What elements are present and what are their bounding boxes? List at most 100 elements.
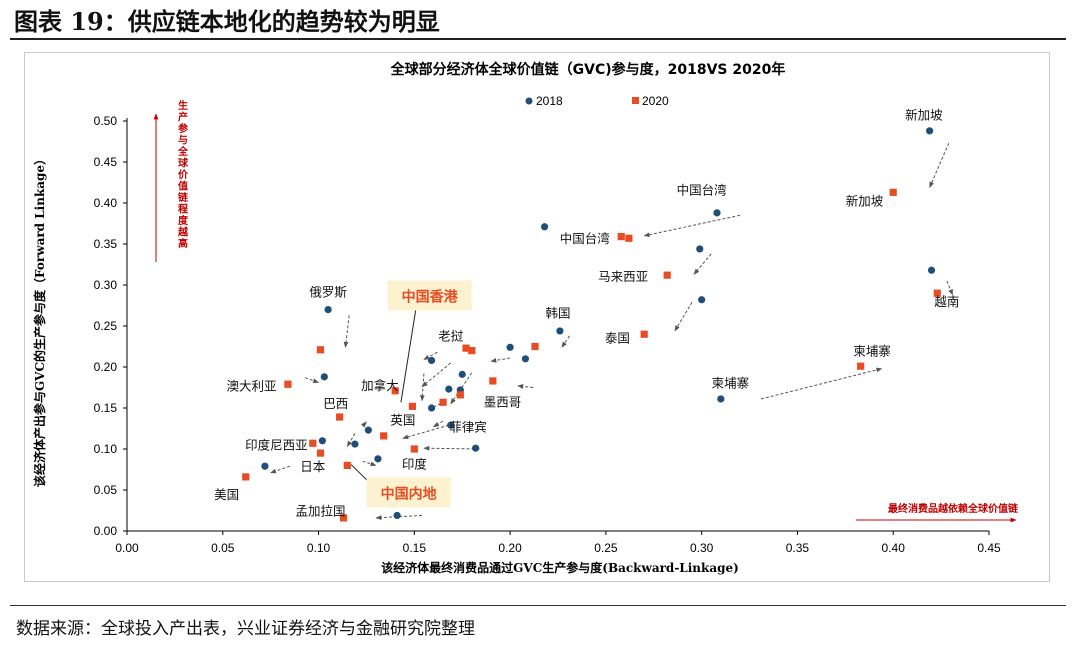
point-2020 bbox=[380, 432, 388, 440]
point-2020 bbox=[640, 330, 648, 338]
legend-label-2018: 2018 bbox=[536, 94, 563, 108]
x-ticks: 0.00 0.05 0.10 0.15 0.20 0.25 0.30 0.35 0.40 0.45 bbox=[115, 531, 1001, 555]
change-arrow bbox=[343, 315, 350, 348]
point-label: 印度 bbox=[402, 457, 428, 472]
change-arrow bbox=[946, 280, 954, 296]
legend: 2018 2020 bbox=[525, 94, 669, 108]
point-2020 bbox=[410, 445, 418, 453]
change-arrow bbox=[423, 351, 438, 361]
figure-title: 图表 19：供应链本地化的趋势较为明显 bbox=[14, 7, 440, 36]
change-arrow bbox=[421, 362, 452, 388]
y-tick-label: 0.25 bbox=[94, 319, 118, 333]
point-2020 bbox=[468, 347, 476, 355]
point-2018 bbox=[427, 356, 436, 365]
change-arrow bbox=[346, 433, 356, 448]
point-label: 印度尼西亚 bbox=[245, 438, 308, 453]
x-tick-label: 0.35 bbox=[786, 541, 810, 555]
point-2020 bbox=[408, 402, 417, 410]
change-arrow bbox=[674, 301, 693, 332]
change-arrow bbox=[432, 420, 444, 428]
point-2018 bbox=[261, 462, 269, 470]
point-2020 bbox=[284, 380, 292, 388]
point-label: 柬埔寨 bbox=[853, 343, 891, 358]
point-label: 韩国 bbox=[545, 306, 570, 321]
x-tick-label: 0.10 bbox=[307, 541, 331, 555]
point-label: 美国 bbox=[214, 487, 239, 502]
callout-leader bbox=[400, 310, 417, 403]
x-tick-label: 0.40 bbox=[882, 541, 906, 555]
y-tick-label: 0.40 bbox=[94, 196, 118, 210]
point-label: 英国 bbox=[390, 412, 415, 427]
point-2020 bbox=[889, 188, 897, 196]
point-2018 bbox=[447, 421, 455, 429]
point-2018 bbox=[521, 355, 530, 363]
chart-frame bbox=[24, 52, 1050, 582]
y-tick-label: 0.30 bbox=[94, 278, 118, 292]
point-2020 bbox=[336, 413, 344, 421]
x-tick-label: 0.25 bbox=[594, 541, 618, 555]
title-rule bbox=[10, 38, 1066, 40]
change-arrow bbox=[929, 142, 950, 188]
legend-label-2020: 2020 bbox=[642, 94, 669, 108]
point-labels: 新加坡新加坡中国台湾中国台湾马来西亚越南俄罗斯韩国泰国老挝柬埔寨柬埔寨澳大利亚加… bbox=[214, 107, 959, 518]
chart-title: 全球部分经济体全球价值链（GVC)参与度，2018VS 2020年 bbox=[390, 61, 786, 78]
point-label: 越南 bbox=[934, 294, 959, 309]
point-2020 bbox=[439, 398, 447, 406]
callout-label: 中国香港 bbox=[402, 288, 459, 305]
point-label: 马来西亚 bbox=[598, 269, 648, 284]
x-tick-label: 0.00 bbox=[115, 541, 139, 555]
point-2018 bbox=[696, 245, 704, 253]
point-label: 日本 bbox=[300, 459, 326, 474]
point-2018 bbox=[713, 209, 721, 217]
change-arrow bbox=[375, 514, 423, 520]
point-2020 bbox=[242, 473, 250, 481]
y-tick-label: 0.20 bbox=[94, 360, 118, 374]
y-annotation: 生产参与全球价值链程度越高 bbox=[153, 99, 189, 262]
y-tick-label: 0.35 bbox=[94, 237, 118, 251]
point-label: 新加坡 bbox=[846, 193, 884, 208]
point-2020 bbox=[343, 461, 351, 469]
source-rule bbox=[10, 605, 1066, 606]
point-2020 bbox=[391, 387, 399, 395]
y-annotation-text: 生产参与全球价值链程度越高 bbox=[177, 99, 189, 250]
point-label: 俄罗斯 bbox=[309, 284, 347, 299]
point-2018 bbox=[556, 327, 564, 335]
y-ticks: 0.00 0.05 0.10 0.15 0.20 0.25 0.30 0.35 0.40 0.45… bbox=[94, 114, 127, 538]
point-label: 墨西哥 bbox=[484, 394, 522, 409]
x-tick-label: 0.05 bbox=[211, 541, 235, 555]
x-axis-title: 该经济体最终消费品通过GVC生产参与度(Backward-Linkage) bbox=[381, 560, 739, 575]
point-2020 bbox=[663, 271, 671, 279]
y-tick-label: 0.10 bbox=[94, 442, 118, 456]
change-arrow bbox=[490, 357, 511, 363]
point-2018 bbox=[927, 266, 936, 274]
point-label: 加拿大 bbox=[361, 378, 399, 393]
y-tick-label: 0.50 bbox=[94, 114, 118, 128]
change-arrow bbox=[361, 421, 367, 428]
data-points bbox=[242, 127, 941, 522]
point-2018 bbox=[320, 373, 328, 381]
point-2020 bbox=[625, 234, 633, 242]
callout-label: 中国内地 bbox=[381, 485, 437, 502]
point-2018 bbox=[393, 511, 401, 520]
y-tick-label: 0.00 bbox=[94, 524, 118, 538]
x-tick-label: 0.30 bbox=[690, 541, 714, 555]
x-annotation: 最终消费品越依赖全球价值链 bbox=[856, 502, 1019, 523]
point-label: 孟加拉国 bbox=[295, 503, 345, 518]
change-arrow bbox=[561, 335, 570, 348]
change-arrow bbox=[450, 372, 473, 405]
point-label: 老挝 bbox=[438, 329, 464, 344]
x-annotation-text: 最终消费品越依赖全球价值链 bbox=[888, 502, 1019, 515]
point-2020 bbox=[316, 449, 325, 457]
point-2018 bbox=[926, 127, 934, 135]
y-tick-label: 0.05 bbox=[94, 483, 118, 497]
point-label: 中国台湾 bbox=[677, 183, 727, 198]
change-arrow bbox=[643, 214, 741, 238]
change-arrow bbox=[402, 424, 449, 440]
x-tick-label: 0.15 bbox=[403, 541, 427, 555]
point-2020 bbox=[456, 391, 464, 399]
x-tick-label: 0.45 bbox=[977, 541, 1001, 555]
point-label: 新加坡 bbox=[905, 107, 943, 122]
point-2020 bbox=[462, 344, 470, 352]
y-tick-label: 0.45 bbox=[94, 155, 118, 169]
